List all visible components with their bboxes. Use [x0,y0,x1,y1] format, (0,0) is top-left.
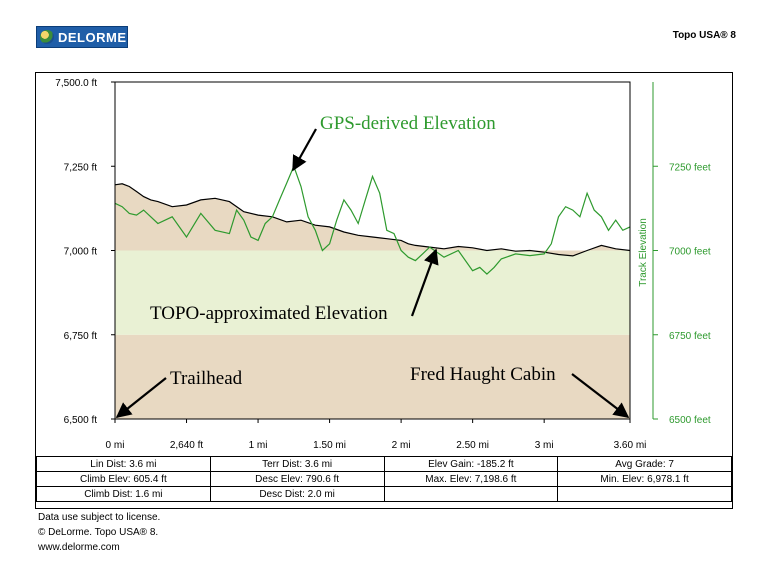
stats-cell: Desc Elev: 790.6 ft [209,471,385,487]
annotation-arrow [571,373,630,418]
annotation-arrow [115,377,167,418]
globe-icon [40,30,54,44]
product-name: Topo USA® 8 [672,30,736,41]
left-tick-label: 7,000 ft [64,247,98,258]
chart-frame [35,72,733,509]
annotation-label: Fred Haught Cabin [410,364,556,385]
x-tick-label: 3.60 mi [614,440,647,451]
annotation-arrow [292,128,317,172]
topo-elevation-line [114,183,631,257]
x-tick-label: 1 mi [249,440,268,451]
right-tick-label: 6500 feet [669,415,711,426]
stats-cell: Avg Grade: 7 [557,456,732,472]
x-tick-label: 2.50 mi [456,440,489,451]
stats-cell [557,486,732,502]
annotation-label: TOPO-approximated Elevation [150,303,388,324]
stats-row: Climb Dist: 1.6 mi Desc Dist: 2.0 mi [36,486,732,502]
stats-cell: Elev Gain: -185.2 ft [383,456,559,472]
stats-cell: Desc Dist: 2.0 mi [209,486,385,502]
annotation-label: Trailhead [170,368,243,389]
gps-elevation-line [114,164,631,275]
x-tick-label: 2,640 ft [170,440,204,451]
topo-fill-area [115,183,630,256]
stats-cell: Min. Elev: 6,978.1 ft [557,471,732,487]
delorme-logo: DELORME [36,26,128,48]
stats-row: Climb Elev: 605.4 ft Desc Elev: 790.6 ft M… [36,471,732,487]
x-tick-label: 3 mi [535,440,554,451]
elevation-band-0 [115,334,630,419]
stats-cell: Climb Dist: 1.6 mi [36,486,211,502]
logo-text: DELORME [58,29,127,45]
annotation-arrow [410,248,439,317]
stats-cell: Max. Elev: 7,198.6 ft [383,471,559,487]
left-tick-label: 6,500 ft [64,415,98,426]
stats-table: Lin Dist: 3.6 mi Terr Dist: 3.6 mi Elev Ga… [36,456,732,502]
x-tick-label: 1.50 mi [313,440,346,451]
right-axis-label: Track Elevation [638,218,649,287]
stats-cell: Terr Dist: 3.6 mi [209,456,385,472]
footer: Data use subject to license. © DeLorme. … [38,510,160,555]
website-link[interactable]: www.delorme.com [38,542,120,553]
stats-cell: Climb Elev: 605.4 ft [36,471,211,487]
license-text: Data use subject to license. [38,512,161,523]
x-tick-label: 2 mi [392,440,411,451]
annotation-label: GPS-derived Elevation [320,113,496,134]
left-tick-label: 7,500.0 ft [55,78,97,89]
stats-cell [383,486,559,502]
elevation-band-1 [115,250,630,335]
left-tick-label: 7,250 ft [64,162,98,173]
stats-row: Lin Dist: 3.6 mi Terr Dist: 3.6 mi Elev Ga… [36,456,732,472]
stats-cell: Lin Dist: 3.6 mi [36,456,211,472]
x-tick-label: 0 mi [106,440,125,451]
right-tick-label: 7000 feet [669,247,711,258]
left-tick-label: 6,750 ft [64,331,98,342]
copyright-text: © DeLorme. Topo USA® 8. [38,527,159,538]
right-tick-label: 6750 feet [669,331,711,342]
right-tick-label: 7250 feet [669,162,711,173]
